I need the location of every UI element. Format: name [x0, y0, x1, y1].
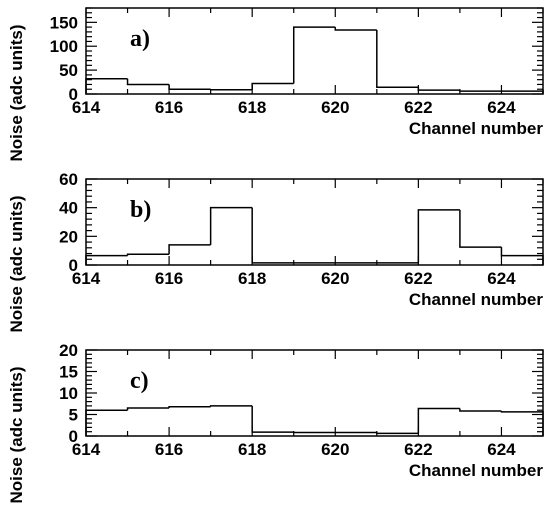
y-tick-label: 60 [59, 170, 78, 189]
x-axis-title: Channel number [409, 461, 544, 480]
x-tick-label: 616 [155, 269, 183, 288]
panel-label: a) [130, 26, 150, 52]
y-axis-title: Noise (adc units) [7, 367, 26, 504]
x-tick-label: 614 [72, 269, 101, 288]
x-tick-label: 618 [238, 269, 266, 288]
y-tick-label: 150 [50, 13, 78, 32]
histogram-bin [500, 411, 544, 436]
histogram-bin [168, 406, 211, 409]
histogram-bin [126, 407, 170, 411]
x-tick-label: 616 [155, 440, 183, 459]
x-tick-label: 624 [487, 269, 516, 288]
histogram-bin [251, 207, 294, 264]
plot-frame [85, 7, 544, 95]
histogram-bin [251, 405, 294, 433]
x-axis-title: Channel number [409, 119, 544, 138]
histogram-bin [209, 206, 253, 245]
histogram-bin [417, 209, 460, 263]
panel-label: c) [130, 368, 149, 394]
x-tick-label: 622 [404, 440, 432, 459]
y-tick-label: 5 [69, 406, 78, 425]
y-tick-label: 0 [69, 85, 78, 104]
x-tick-label: 616 [155, 98, 183, 117]
histogram-bin [459, 90, 502, 92]
histogram-bin [168, 244, 211, 255]
histogram-bin [292, 26, 336, 84]
x-tick-label: 622 [404, 98, 432, 117]
histogram-bin [500, 247, 544, 265]
histogram-bin [459, 209, 502, 248]
y-tick-label: 40 [59, 199, 78, 218]
histogram-bin [417, 407, 460, 434]
panel-a: 614 616 618 620 622 624 0 50 100 150 Channel numbe… [7, 7, 544, 162]
histogram-bin [168, 84, 211, 90]
y-axis-title: Noise (adc units) [7, 196, 26, 333]
panel-c: 614 616 618 620 622 624 0 5 10 15 20 Channel number… [7, 341, 544, 504]
histogram-bin [126, 253, 170, 256]
histogram-bin [376, 432, 419, 435]
x-tick-label: 614 [72, 98, 101, 117]
x-tick-label: 618 [238, 98, 266, 117]
y-axis-title: Noise (adc units) [7, 25, 26, 162]
histogram-bin [459, 408, 502, 412]
y-tick-label: 20 [59, 227, 78, 246]
plot-frame [85, 349, 544, 437]
plot-frame [85, 178, 544, 266]
y-tick-label: 10 [59, 384, 78, 403]
histogram-bin [85, 254, 128, 265]
panel-label: b) [130, 197, 151, 223]
y-tick-label: 15 [59, 363, 78, 382]
y-tick-label: 100 [50, 37, 78, 56]
x-tick-label: 618 [238, 440, 266, 459]
x-tick-label: 620 [321, 269, 349, 288]
y-tick-label: 0 [69, 256, 78, 275]
x-tick-label: 622 [404, 269, 432, 288]
x-tick-label: 614 [72, 440, 101, 459]
histogram-bin [334, 27, 377, 31]
x-tick-label: 620 [321, 440, 349, 459]
x-tick-label: 624 [487, 440, 516, 459]
histogram-bin [376, 29, 419, 89]
x-axis-title: Channel number [409, 290, 544, 309]
histogram-bin [251, 82, 294, 90]
histogram-bin [126, 78, 170, 86]
y-tick-label: 0 [69, 427, 78, 446]
y-tick-label: 50 [59, 61, 78, 80]
x-tick-label: 624 [487, 98, 516, 117]
panel-b: 614 616 618 620 622 624 0 20 40 60 Channel number N… [7, 170, 544, 333]
histogram-bin [209, 405, 253, 407]
x-tick-label: 620 [321, 98, 349, 117]
histogram-bin [417, 87, 460, 91]
y-tick-label: 20 [59, 341, 78, 360]
histogram-bin [85, 77, 128, 94]
